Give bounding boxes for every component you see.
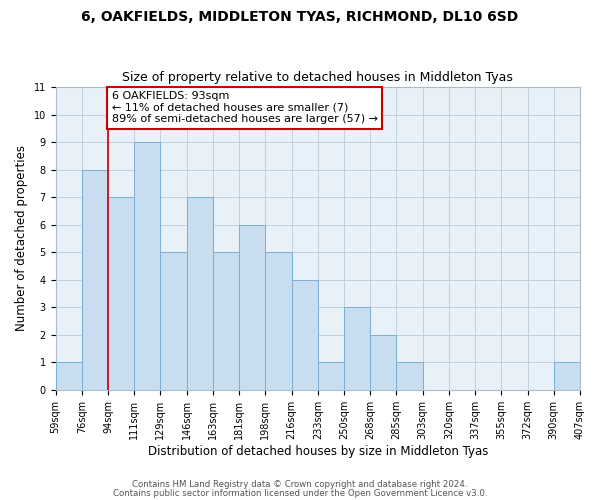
X-axis label: Distribution of detached houses by size in Middleton Tyas: Distribution of detached houses by size …: [148, 444, 488, 458]
Bar: [56, 362, 82, 390]
Bar: [134, 142, 160, 390]
Bar: [213, 252, 239, 390]
Bar: [292, 280, 318, 390]
Bar: [344, 308, 370, 390]
Bar: [370, 335, 397, 390]
Bar: [108, 197, 134, 390]
Text: Contains HM Land Registry data © Crown copyright and database right 2024.: Contains HM Land Registry data © Crown c…: [132, 480, 468, 489]
Bar: [187, 197, 213, 390]
Y-axis label: Number of detached properties: Number of detached properties: [15, 146, 28, 332]
Bar: [82, 170, 108, 390]
Bar: [554, 362, 580, 390]
Text: Contains public sector information licensed under the Open Government Licence v3: Contains public sector information licen…: [113, 490, 487, 498]
Bar: [239, 224, 265, 390]
Title: Size of property relative to detached houses in Middleton Tyas: Size of property relative to detached ho…: [122, 72, 513, 85]
Bar: [318, 362, 344, 390]
Bar: [160, 252, 187, 390]
Text: 6, OAKFIELDS, MIDDLETON TYAS, RICHMOND, DL10 6SD: 6, OAKFIELDS, MIDDLETON TYAS, RICHMOND, …: [82, 10, 518, 24]
Bar: [265, 252, 292, 390]
Text: 6 OAKFIELDS: 93sqm
← 11% of detached houses are smaller (7)
89% of semi-detached: 6 OAKFIELDS: 93sqm ← 11% of detached hou…: [112, 91, 378, 124]
Bar: [397, 362, 422, 390]
